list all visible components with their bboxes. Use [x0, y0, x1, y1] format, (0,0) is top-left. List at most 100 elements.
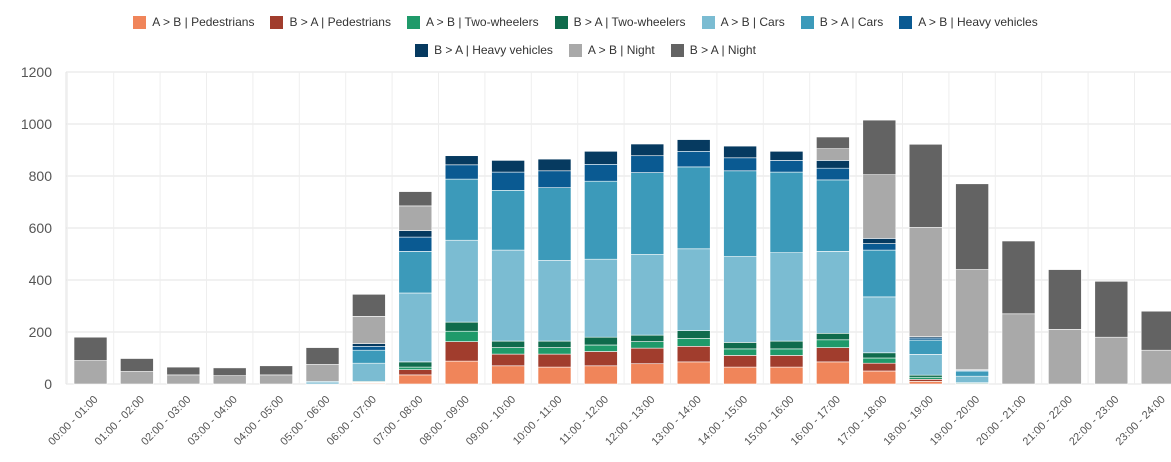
- bar-segment[interactable]: [491, 353, 525, 367]
- bar-segment[interactable]: [537, 366, 572, 385]
- bar-segment[interactable]: [398, 251, 433, 294]
- bar-segment[interactable]: [769, 366, 804, 385]
- bar-segment[interactable]: [212, 367, 247, 376]
- bar-segment[interactable]: [862, 243, 897, 251]
- bar-segment[interactable]: [120, 371, 154, 385]
- bar-segment[interactable]: [676, 139, 711, 152]
- bar-segment[interactable]: [908, 354, 943, 376]
- bar-segment[interactable]: [584, 351, 618, 367]
- bar-segment[interactable]: [723, 145, 757, 159]
- bar-segment[interactable]: [816, 347, 850, 363]
- bar-segment[interactable]: [444, 178, 479, 241]
- bar-segment[interactable]: [908, 374, 943, 378]
- bar-segment[interactable]: [1094, 336, 1129, 385]
- bar-segment[interactable]: [73, 360, 108, 385]
- bar-segment[interactable]: [862, 362, 897, 372]
- bar-stack[interactable]: [816, 136, 850, 385]
- bar-segment[interactable]: [630, 143, 665, 157]
- bar-segment[interactable]: [537, 260, 572, 342]
- bar-segment[interactable]: [1001, 313, 1036, 385]
- bar-segment[interactable]: [723, 355, 757, 368]
- legend-item[interactable]: B > A | Cars: [800, 15, 883, 29]
- bar-segment[interactable]: [120, 358, 154, 372]
- legend-item[interactable]: A > B | Pedestrians: [133, 15, 254, 29]
- bar-segment[interactable]: [676, 151, 711, 168]
- bar-segment[interactable]: [955, 375, 989, 384]
- bar-segment[interactable]: [862, 174, 897, 239]
- bar-segment[interactable]: [908, 379, 943, 382]
- bar-segment[interactable]: [352, 343, 386, 347]
- bar-stack[interactable]: [73, 336, 108, 385]
- bar-segment[interactable]: [676, 338, 711, 347]
- bar-segment[interactable]: [259, 374, 293, 385]
- bar-segment[interactable]: [352, 345, 386, 351]
- bar-segment[interactable]: [862, 352, 897, 359]
- bar-segment[interactable]: [908, 227, 943, 337]
- bar-segment[interactable]: [816, 339, 850, 348]
- bar-segment[interactable]: [816, 179, 850, 252]
- bar-segment[interactable]: [769, 355, 804, 368]
- bar-segment[interactable]: [630, 155, 665, 173]
- bar-stack[interactable]: [491, 160, 525, 385]
- bar-stack[interactable]: [584, 151, 618, 385]
- bar-stack[interactable]: [676, 139, 711, 385]
- bar-segment[interactable]: [908, 143, 943, 228]
- bar-segment[interactable]: [862, 370, 897, 385]
- bar-stack[interactable]: [723, 145, 757, 385]
- legend-item[interactable]: A > B | Night: [568, 43, 655, 57]
- bar-segment[interactable]: [769, 348, 804, 356]
- bar-segment[interactable]: [584, 164, 618, 182]
- bar-segment[interactable]: [584, 258, 618, 338]
- bar-segment[interactable]: [1048, 329, 1082, 385]
- bar-stack[interactable]: [1001, 240, 1036, 385]
- bar-segment[interactable]: [352, 362, 386, 382]
- bar-segment[interactable]: [630, 341, 665, 349]
- legend-item[interactable]: B > A | Two-wheelers: [554, 15, 686, 29]
- bar-segment[interactable]: [862, 357, 897, 364]
- bar-segment[interactable]: [352, 293, 386, 317]
- bar-segment[interactable]: [537, 170, 572, 189]
- bar-segment[interactable]: [816, 332, 850, 341]
- bar-segment[interactable]: [862, 249, 897, 298]
- bar-segment[interactable]: [769, 160, 804, 173]
- bar-segment[interactable]: [491, 340, 525, 348]
- bar-segment[interactable]: [537, 158, 572, 172]
- bar-segment[interactable]: [862, 296, 897, 354]
- bar-segment[interactable]: [166, 374, 201, 385]
- bar-segment[interactable]: [908, 337, 943, 341]
- bar-segment[interactable]: [537, 340, 572, 348]
- bar-segment[interactable]: [1140, 349, 1171, 385]
- bar-segment[interactable]: [908, 339, 943, 355]
- bar-segment[interactable]: [676, 330, 711, 339]
- bar-segment[interactable]: [166, 366, 201, 376]
- bar-segment[interactable]: [816, 361, 850, 385]
- bar-segment[interactable]: [723, 256, 757, 343]
- bar-segment[interactable]: [352, 316, 386, 344]
- legend-item[interactable]: A > B | Two-wheelers: [406, 15, 539, 29]
- bar-segment[interactable]: [630, 172, 665, 255]
- bar-segment[interactable]: [305, 364, 340, 382]
- bar-segment[interactable]: [491, 347, 525, 355]
- bar-stack[interactable]: [166, 366, 201, 385]
- bar-segment[interactable]: [769, 171, 804, 254]
- bar-segment[interactable]: [769, 252, 804, 342]
- bar-segment[interactable]: [444, 239, 479, 323]
- bar-segment[interactable]: [676, 345, 711, 363]
- bar-stack[interactable]: [769, 151, 804, 385]
- bar-segment[interactable]: [444, 164, 479, 180]
- bar-segment[interactable]: [444, 330, 479, 342]
- bar-segment[interactable]: [630, 363, 665, 385]
- bar-segment[interactable]: [398, 361, 433, 368]
- bar-segment[interactable]: [305, 347, 340, 365]
- bar-segment[interactable]: [1094, 280, 1129, 338]
- bar-segment[interactable]: [723, 170, 757, 257]
- bar-segment[interactable]: [769, 340, 804, 350]
- bar-segment[interactable]: [769, 151, 804, 161]
- bar-segment[interactable]: [816, 148, 850, 161]
- bar-segment[interactable]: [723, 157, 757, 172]
- bar-segment[interactable]: [955, 183, 989, 270]
- bar-stack[interactable]: [1094, 280, 1129, 385]
- bar-segment[interactable]: [584, 180, 618, 260]
- bar-segment[interactable]: [584, 365, 618, 385]
- bar-stack[interactable]: [862, 119, 897, 385]
